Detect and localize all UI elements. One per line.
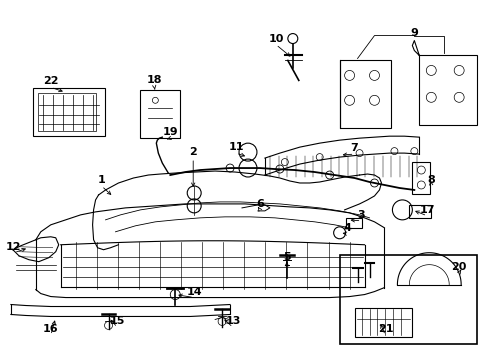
Text: 8: 8	[427, 175, 434, 185]
Bar	[339, 255, 476, 345]
Text: 11: 11	[228, 142, 244, 152]
Text: 21: 21	[377, 324, 392, 334]
Bar	[419, 55, 476, 125]
Text: 15: 15	[110, 316, 125, 327]
Text: 18: 18	[146, 75, 162, 85]
Text: 5: 5	[283, 252, 290, 262]
Bar	[339, 60, 390, 128]
Text: 14: 14	[186, 287, 202, 297]
Text: 16: 16	[43, 324, 59, 334]
Bar	[345, 218, 361, 228]
Bar	[408, 205, 430, 218]
Text: 7: 7	[350, 143, 358, 153]
Text: 13: 13	[225, 316, 240, 327]
Text: 17: 17	[419, 205, 434, 215]
Text: 12: 12	[6, 242, 21, 252]
Text: 22: 22	[43, 76, 59, 86]
Text: 9: 9	[409, 28, 417, 37]
Text: 4: 4	[343, 223, 351, 233]
Text: 20: 20	[450, 262, 466, 272]
Bar	[33, 88, 104, 136]
Text: 2: 2	[189, 147, 197, 157]
Text: 1: 1	[98, 175, 105, 185]
Text: 3: 3	[357, 210, 365, 220]
Bar	[38, 93, 95, 131]
Text: 19: 19	[162, 127, 178, 137]
Bar	[354, 307, 411, 337]
Bar	[140, 90, 180, 138]
Text: 6: 6	[256, 199, 264, 209]
Text: 10: 10	[267, 33, 283, 44]
Bar	[411, 162, 429, 194]
